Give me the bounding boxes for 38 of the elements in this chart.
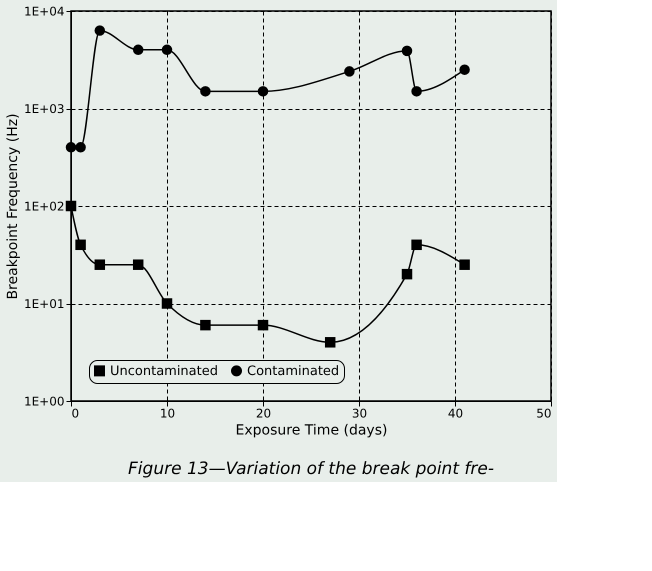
point <box>200 86 211 97</box>
y-tick-label: 1E+04 <box>24 4 64 18</box>
y-axis-title: Breakpoint Frequency (Hz) <box>4 113 21 300</box>
y-tick-label: 1E+03 <box>24 102 64 116</box>
point <box>411 240 422 250</box>
point <box>75 142 86 153</box>
point <box>324 337 336 348</box>
legend-label: Uncontaminated <box>110 364 218 379</box>
point <box>258 86 268 97</box>
point <box>132 44 144 56</box>
point <box>459 259 470 270</box>
x-tick-label: 20 <box>256 406 272 420</box>
x-tick-label: 10 <box>160 406 176 420</box>
point <box>94 259 106 270</box>
point <box>162 298 172 309</box>
x-tick-label: 40 <box>448 406 464 420</box>
x-tick-label: 50 <box>536 406 552 420</box>
point <box>162 44 172 56</box>
point <box>132 259 144 270</box>
y-tick-label: 1E+02 <box>24 200 64 214</box>
point <box>258 320 268 330</box>
point <box>344 66 355 77</box>
point <box>459 64 470 75</box>
point <box>402 268 412 280</box>
x-axis-title: Exposure Time (days) <box>236 422 388 438</box>
point <box>75 240 86 250</box>
point <box>66 200 76 212</box>
x-tick-label: 0 <box>72 406 80 420</box>
point <box>94 25 106 36</box>
caption: Figure 13—Variation of the break point fre- <box>128 459 494 479</box>
x-tick-label: 30 <box>352 406 368 420</box>
legend-label: Contaminated <box>247 364 340 379</box>
point <box>66 142 76 153</box>
y-tick-label: 1E+01 <box>24 297 64 311</box>
y-tick-label: 1E+00 <box>24 394 64 408</box>
point <box>402 46 412 56</box>
point <box>200 320 211 330</box>
point <box>411 86 422 97</box>
